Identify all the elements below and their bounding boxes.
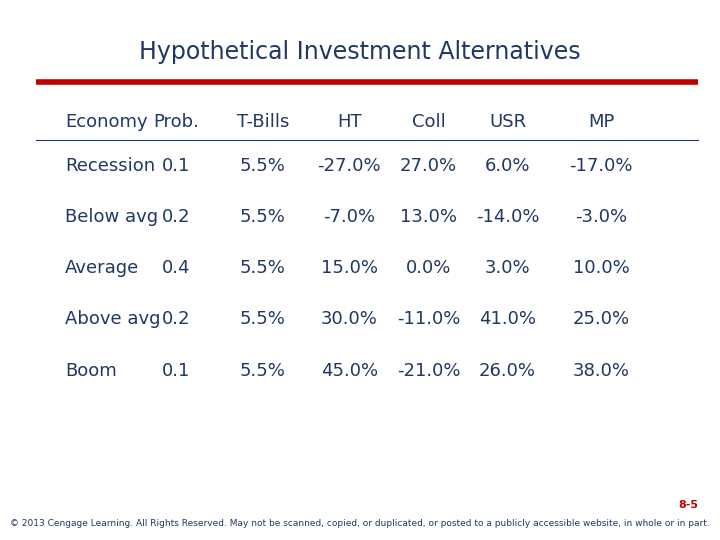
- Text: 5.5%: 5.5%: [240, 310, 286, 328]
- Text: 5.5%: 5.5%: [240, 208, 286, 226]
- Text: USR: USR: [489, 113, 526, 131]
- Text: -3.0%: -3.0%: [575, 208, 627, 226]
- Text: T-Bills: T-Bills: [237, 113, 289, 131]
- Text: 25.0%: 25.0%: [572, 310, 630, 328]
- Text: 15.0%: 15.0%: [320, 259, 378, 277]
- Text: -21.0%: -21.0%: [397, 362, 460, 380]
- Text: -7.0%: -7.0%: [323, 208, 375, 226]
- Text: 0.0%: 0.0%: [405, 259, 451, 277]
- Text: 5.5%: 5.5%: [240, 362, 286, 380]
- Text: -17.0%: -17.0%: [570, 157, 633, 174]
- Text: 13.0%: 13.0%: [400, 208, 457, 226]
- Text: 0.1: 0.1: [162, 362, 191, 380]
- Text: Hypothetical Investment Alternatives: Hypothetical Investment Alternatives: [139, 40, 581, 64]
- Text: Prob.: Prob.: [153, 113, 199, 131]
- Text: 3.0%: 3.0%: [485, 259, 531, 277]
- Text: Average: Average: [65, 259, 139, 277]
- Text: Boom: Boom: [65, 362, 117, 380]
- Text: 0.2: 0.2: [162, 208, 191, 226]
- Text: -11.0%: -11.0%: [397, 310, 460, 328]
- Text: 27.0%: 27.0%: [400, 157, 457, 174]
- Text: 6.0%: 6.0%: [485, 157, 531, 174]
- Text: 26.0%: 26.0%: [479, 362, 536, 380]
- Text: Below avg: Below avg: [65, 208, 158, 226]
- Text: -14.0%: -14.0%: [476, 208, 539, 226]
- Text: 8-5: 8-5: [678, 500, 698, 510]
- Text: 30.0%: 30.0%: [321, 310, 377, 328]
- Text: Recession: Recession: [65, 157, 155, 174]
- Text: 0.4: 0.4: [162, 259, 191, 277]
- Text: 41.0%: 41.0%: [479, 310, 536, 328]
- Text: 0.1: 0.1: [162, 157, 191, 174]
- Text: 45.0%: 45.0%: [320, 362, 378, 380]
- Text: 10.0%: 10.0%: [573, 259, 629, 277]
- Text: 38.0%: 38.0%: [572, 362, 630, 380]
- Text: © 2013 Cengage Learning. All Rights Reserved. May not be scanned, copied, or dup: © 2013 Cengage Learning. All Rights Rese…: [10, 519, 710, 528]
- Text: 5.5%: 5.5%: [240, 259, 286, 277]
- Text: Economy: Economy: [65, 113, 148, 131]
- Text: 0.2: 0.2: [162, 310, 191, 328]
- Text: 5.5%: 5.5%: [240, 157, 286, 174]
- Text: Above avg: Above avg: [65, 310, 161, 328]
- Text: Coll: Coll: [412, 113, 445, 131]
- Text: -27.0%: -27.0%: [318, 157, 381, 174]
- Text: HT: HT: [337, 113, 361, 131]
- Text: MP: MP: [588, 113, 614, 131]
